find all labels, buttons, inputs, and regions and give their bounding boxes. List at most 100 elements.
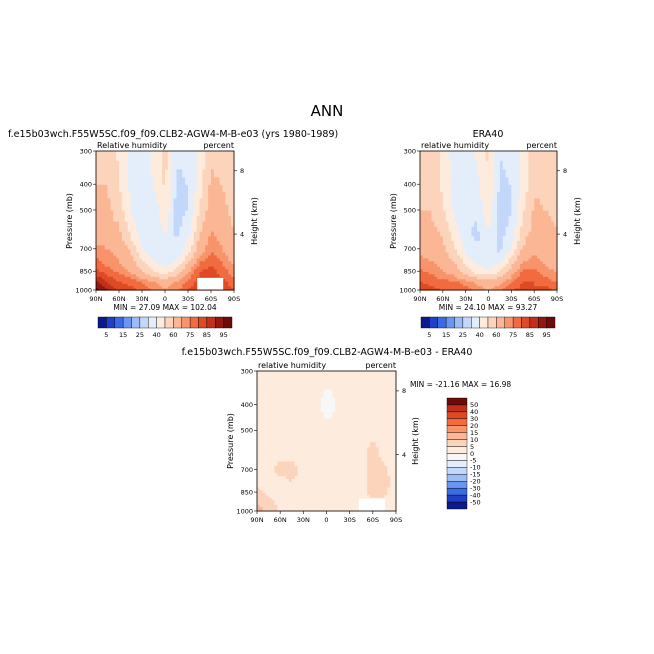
heatmap-cell [459,151,464,161]
heatmap-cell [139,260,143,264]
heatmap-cell [156,197,160,205]
heatmap-cell [494,204,498,211]
heatmap-cell [367,446,371,453]
heatmap-cell [96,251,100,256]
heatmap-cell [381,481,386,485]
heatmap-cell [511,254,515,259]
heatmap-cell [150,184,155,192]
heatmap-cell [167,271,172,275]
heatmap-cell [285,411,290,419]
heatmap-cell [542,209,547,217]
heatmap-cell [364,489,368,493]
heatmap-cell [162,254,166,259]
heatmap-cell [499,244,504,250]
y-tick-label: 700 [80,245,92,253]
heatmap-cell [185,226,189,232]
heatmap-cell [434,176,438,185]
heatmap-cell [375,446,380,453]
heatmap-cell [471,215,475,222]
heatmap-cell [225,168,229,178]
heatmap-cell [309,396,313,406]
heatmap-cell [119,184,123,192]
heatmap-cell [332,489,336,493]
heatmap-cell [534,191,538,199]
heatmap-cell [139,285,143,289]
heatmap-cell [265,430,270,437]
heatmap-cell [219,204,224,211]
y-tick-label: 850 [80,268,92,276]
heatmap-cell [387,481,391,485]
heatmap-cell [369,489,374,493]
heatmap-cell [314,504,319,508]
colorbar-swatch [446,446,468,454]
heatmap-cell [216,184,221,192]
heatmap-cell [182,273,186,277]
heatmap-cell [551,271,555,275]
heatmap-cell [439,248,444,253]
heatmap-cell [508,260,512,264]
heatmap-cell [136,254,140,259]
heatmap-cell [303,456,307,462]
heatmap-cell [147,168,152,178]
heatmap-cell [465,271,470,275]
heatmap-cell [468,176,472,185]
heatmap-cell [491,281,495,284]
heatmap-cell [511,160,515,170]
heatmap-cell [335,492,339,496]
heatmap-cell [422,273,427,277]
heatmap-cell [228,220,232,227]
heatmap-cell [335,396,339,406]
heatmap-cell [346,506,351,510]
heatmap-cell [338,486,342,491]
heatmap-cell [474,235,478,241]
heatmap-cell [185,215,189,222]
heatmap-cell [173,260,178,264]
colorbar-swatch [454,316,464,329]
heatmap-cell [300,501,304,505]
heatmap-cell [297,472,302,477]
heatmap-cell [139,151,143,161]
heatmap-cell [522,151,527,161]
heatmap-cell [222,204,226,211]
heatmap-cell [202,273,206,277]
heatmap-cell [96,287,100,291]
heatmap-cell [265,499,270,503]
heatmap-cell [534,204,538,211]
x-tick-label: 90N [250,516,263,524]
heatmap-cell [499,254,504,259]
heatmap-cell [539,268,544,272]
heatmap-cell [101,231,106,237]
heatmap-cell [420,278,424,282]
heatmap-cell [291,469,296,474]
heatmap-cell [179,209,183,217]
heatmap-cell [153,240,157,246]
heatmap-cell [228,271,232,275]
heatmap-cell [283,484,287,488]
heatmap-cell [219,220,224,227]
heatmap-cell [340,484,345,488]
heatmap-cell [499,266,504,270]
heatmap-cell [387,465,391,471]
heatmap-cell [422,220,427,227]
heatmap-cell [479,273,484,277]
heatmap-cell [225,215,229,222]
heatmap-cell [116,285,120,289]
heatmap-cell [522,283,527,287]
heatmap-cell [335,446,339,453]
heatmap-cell [522,276,527,280]
heatmap-cell [519,260,524,264]
heatmap-cell [182,197,186,205]
heatmap-cell [165,285,169,289]
heatmap-cell [205,176,209,185]
heatmap-cell [159,273,163,277]
heatmap-cell [219,235,224,241]
heatmap-cell [393,436,397,443]
heatmap-cell [101,260,106,264]
heatmap-cell [494,151,498,161]
heatmap-cell [358,494,362,498]
heatmap-cell [107,254,111,259]
heatmap-cell [323,497,328,501]
heatmap-cell [277,475,281,480]
heatmap-cell [193,287,198,291]
heatmap-cell [159,244,163,250]
